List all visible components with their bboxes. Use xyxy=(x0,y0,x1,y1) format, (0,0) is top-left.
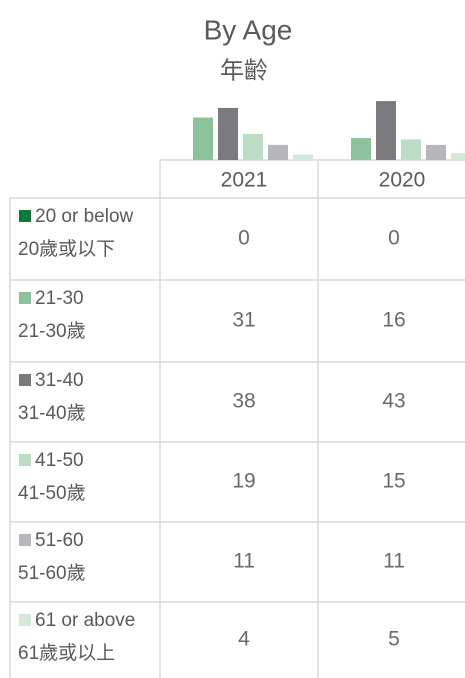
row-label: 21-30 xyxy=(35,288,84,309)
mini-bar xyxy=(243,133,263,160)
row-label: 41-50 xyxy=(35,450,84,471)
legend-swatch xyxy=(19,374,31,386)
mini-bar xyxy=(268,144,288,160)
legend-swatch xyxy=(19,292,31,304)
cell-value: 0 xyxy=(388,227,400,250)
mini-bar xyxy=(218,107,238,160)
mini-bar xyxy=(193,117,213,160)
cell-value: 16 xyxy=(382,309,405,332)
mini-bar xyxy=(401,139,421,160)
legend-swatch xyxy=(19,210,31,222)
cell-value: 38 xyxy=(232,390,255,413)
row-label: 31-40 xyxy=(35,370,84,391)
row-label: 51-60 xyxy=(35,530,84,551)
title: By Age xyxy=(204,14,293,45)
mini-bar xyxy=(376,101,396,160)
cell-value: 0 xyxy=(238,227,250,250)
mini-bar xyxy=(451,153,465,160)
legend-swatch xyxy=(19,534,31,546)
row-label: 61 or above xyxy=(35,610,135,631)
row-label-zh: 31-40歲 xyxy=(18,402,86,424)
row-label-zh: 21-30歲 xyxy=(18,320,86,342)
mini-bar xyxy=(351,138,371,160)
column-header: 2021 xyxy=(221,169,268,192)
legend-swatch xyxy=(19,614,31,626)
row-label-zh: 41-50歲 xyxy=(18,482,86,504)
cell-value: 43 xyxy=(382,390,405,413)
row-label-zh: 51-60歲 xyxy=(18,562,86,584)
column-header: 2020 xyxy=(379,169,426,192)
cell-value: 19 xyxy=(232,470,255,493)
row-label-zh: 61歲或以上 xyxy=(18,642,115,664)
mini-bar xyxy=(293,154,313,160)
cell-value: 15 xyxy=(382,470,405,493)
cell-value: 11 xyxy=(233,550,255,573)
row-label: 20 or below xyxy=(35,206,134,227)
cell-value: 11 xyxy=(383,550,405,573)
legend-swatch xyxy=(19,454,31,466)
mini-bar xyxy=(426,144,446,160)
cell-value: 31 xyxy=(232,309,255,332)
cell-value: 5 xyxy=(388,628,400,651)
cell-value: 4 xyxy=(238,628,250,651)
row-label-zh: 20歲或以下 xyxy=(18,238,115,260)
subtitle: 年齡 xyxy=(220,57,268,84)
